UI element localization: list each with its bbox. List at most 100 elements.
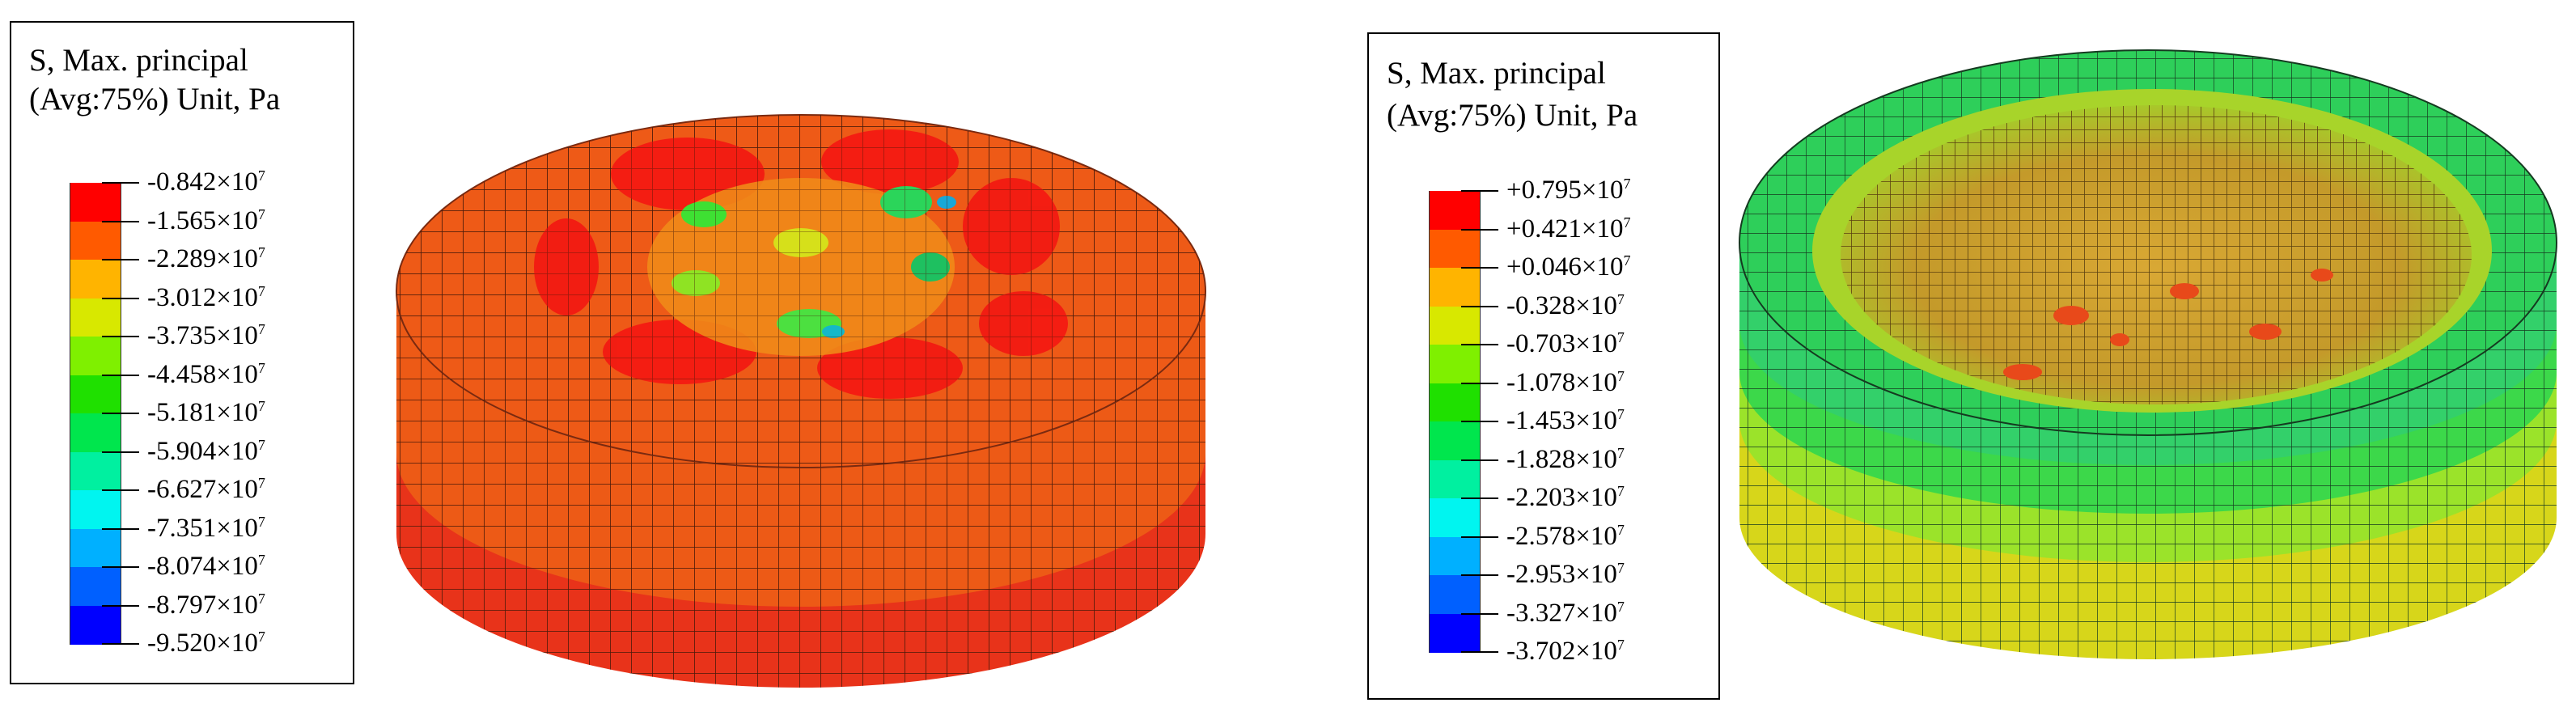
tick-exponent: 7: [257, 282, 265, 299]
tick-mantissa: -0.842×10: [147, 167, 258, 197]
legend-swatch: [70, 260, 121, 298]
legend-swatch: [70, 490, 121, 529]
legend-tick: [1461, 382, 1498, 384]
legend-tick-label: -5.181×107: [147, 398, 265, 427]
legend-tick: [102, 604, 139, 607]
legend-tick-label: -9.520×107: [147, 629, 265, 658]
legend-tick-label: +0.046×107: [1506, 252, 1630, 282]
legend-tick-label: -5.904×107: [147, 438, 265, 465]
legend-tick-label: -2.203×107: [1506, 483, 1625, 512]
legend-tick: [102, 451, 139, 453]
tick-mantissa: -9.520×10: [147, 629, 258, 658]
tick-exponent: 7: [1616, 560, 1625, 576]
legend-tick: [1461, 228, 1498, 231]
tick-mantissa: -2.203×10: [1506, 483, 1617, 512]
tick-mantissa: -3.012×10: [147, 282, 258, 312]
tick-mantissa: +0.421×10: [1506, 214, 1624, 243]
fe-model-left: [396, 114, 1206, 688]
legend-tick: [102, 297, 139, 299]
legend-tick: [1461, 267, 1498, 269]
legend-tick-label: -3.012×107: [147, 282, 265, 312]
tick-exponent: 7: [257, 475, 265, 491]
legend-swatch: [1429, 575, 1481, 614]
legend-tick-label: -6.627×107: [147, 476, 265, 503]
tick-mantissa: -8.074×10: [147, 552, 258, 581]
legend-tick: [1461, 344, 1498, 345]
legend-tick: [102, 489, 139, 491]
legend-tick-label: -4.458×107: [147, 361, 265, 388]
tick-mantissa: -1.453×10: [1506, 406, 1617, 435]
tick-mantissa: -0.328×10: [1506, 290, 1617, 320]
legend-swatch: [1429, 306, 1481, 345]
legend-tick: [1461, 497, 1498, 499]
legend-tick-label: -1.565×107: [147, 207, 265, 235]
legend-title-line2: (Avg:75%) Unit, Pa: [1387, 98, 1638, 133]
legend-left: S, Max. principal (Avg:75%) Unit, Pa -0.…: [10, 21, 354, 684]
legend-swatch: [70, 337, 121, 375]
legend-swatch: [1429, 498, 1481, 537]
legend-tick: [102, 643, 139, 645]
legend-tick-label: -0.328×107: [1506, 290, 1625, 320]
tick-exponent: 7: [257, 167, 265, 184]
fe-model-right: [1739, 49, 2557, 659]
tick-exponent: 7: [1623, 214, 1631, 231]
legend-tick-label: +0.795×107: [1506, 176, 1631, 204]
tick-mantissa: -0.703×10: [1506, 329, 1617, 358]
legend-tick-label: -3.735×107: [147, 321, 265, 350]
legend-tick: [102, 220, 139, 222]
legend-tick: [102, 336, 139, 337]
legend-tick: [102, 413, 139, 414]
tick-exponent: 7: [257, 244, 265, 260]
tick-mantissa: -6.627×10: [147, 475, 258, 504]
tick-exponent: 7: [1616, 290, 1625, 307]
legend-swatch: [70, 221, 121, 260]
tick-exponent: 7: [257, 513, 265, 530]
tick-exponent: 7: [257, 629, 265, 645]
legend-tick-label: -0.842×107: [147, 167, 265, 197]
legend-tick: [1461, 651, 1498, 653]
color-scale: -0.842×107 -1.565×107 -2.289×107 -3.012×107…: [70, 168, 337, 657]
legend-tick: [1461, 536, 1498, 538]
tick-mantissa: -5.904×10: [147, 436, 258, 466]
legend-tick-label: -1.453×107: [1506, 406, 1625, 435]
legend-swatch: [70, 298, 121, 337]
legend-tick-label: -8.074×107: [147, 553, 265, 580]
tick-mantissa: -1.078×10: [1506, 367, 1617, 397]
legend-swatch: [1429, 229, 1481, 269]
legend-swatch: [70, 451, 121, 491]
tick-mantissa: -3.327×10: [1506, 598, 1617, 628]
tick-exponent: 7: [1616, 637, 1625, 653]
tick-mantissa: -7.351×10: [147, 513, 258, 543]
tick-mantissa: -3.735×10: [147, 321, 258, 350]
legend-tick: [102, 182, 139, 184]
tick-exponent: 7: [1616, 367, 1625, 384]
legend-swatch: [70, 375, 121, 414]
legend-swatch: [70, 605, 121, 645]
tick-exponent: 7: [1623, 176, 1631, 192]
legend-tick: [1461, 459, 1498, 461]
tick-mantissa: -2.578×10: [1506, 521, 1617, 551]
tick-mantissa: -1.828×10: [1506, 444, 1617, 474]
tick-mantissa: +0.046×10: [1506, 252, 1624, 282]
tick-mantissa: -2.289×10: [147, 244, 258, 273]
legend-swatch: [1429, 191, 1481, 230]
legend-tick-label: -3.327×107: [1506, 598, 1625, 628]
legend-tick-label: -3.702×107: [1506, 637, 1625, 666]
legend-tick: [102, 527, 139, 530]
legend-swatch: [1429, 345, 1481, 383]
legend-swatch: [1429, 421, 1481, 460]
legend-tick-label: -2.953×107: [1506, 561, 1625, 588]
legend-swatch: [70, 183, 121, 222]
legend-tick-label: -1.828×107: [1506, 444, 1625, 474]
tick-exponent: 7: [1616, 329, 1625, 345]
legend-tick-label: +0.421×107: [1506, 214, 1631, 243]
color-scale: +0.795×107 +0.421×107 +0.046×107 -0.328×107…: [1429, 176, 1704, 665]
legend-tick: [102, 566, 139, 568]
legend-tick-label: -2.578×107: [1506, 523, 1625, 550]
tick-mantissa: -3.702×10: [1506, 637, 1617, 666]
legend-title-line1: S, Max. principal: [1387, 56, 1606, 91]
legend-tick: [102, 259, 139, 260]
tick-mantissa: -5.181×10: [147, 398, 258, 427]
legend-title-line1: S, Max. principal: [29, 43, 248, 78]
tick-mantissa: -8.797×10: [147, 590, 258, 620]
